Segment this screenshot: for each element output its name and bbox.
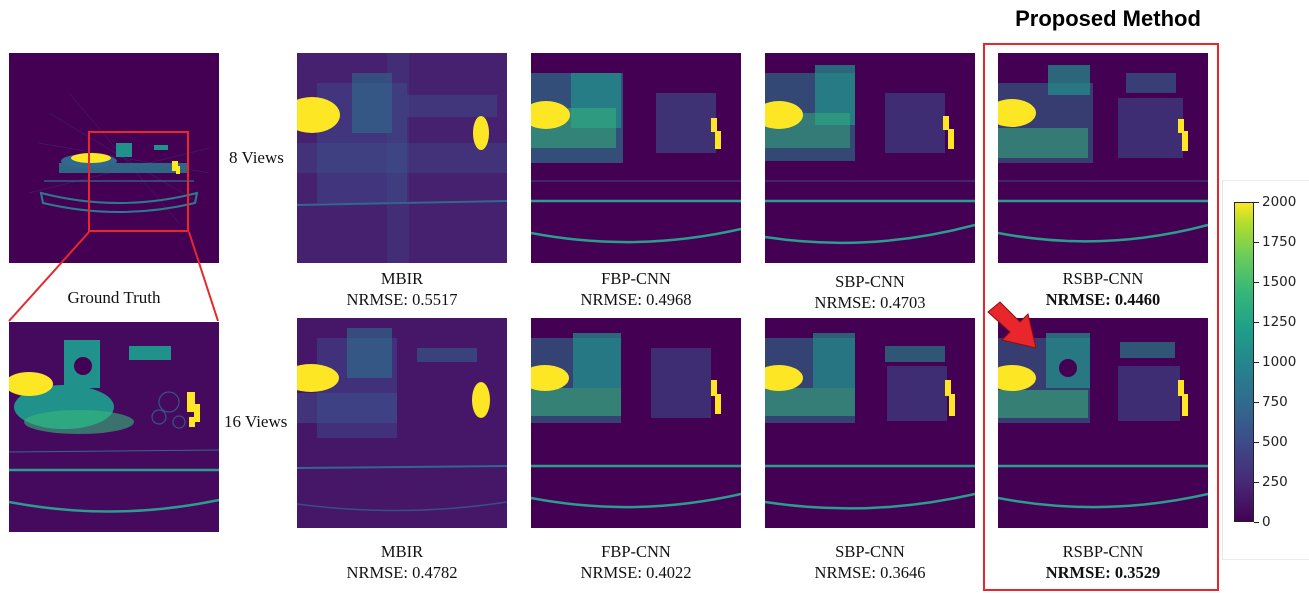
colorbar (1234, 202, 1254, 522)
colorbar-tick-label: 500 (1262, 434, 1288, 450)
mbir-16-views-image (297, 318, 507, 528)
method-name: SBP-CNN (835, 272, 905, 291)
caption-mbir-16-views: MBIR NRMSE: 0.4782 (297, 541, 507, 583)
nrmse-value: NRMSE: 0.4782 (346, 563, 458, 582)
colorbar-tick-label: 1000 (1262, 354, 1297, 370)
colorbar-tick-label: 250 (1262, 474, 1288, 490)
colorbar-tick (1254, 442, 1259, 443)
nrmse-value-best: NRMSE: 0.3529 (1045, 563, 1161, 582)
colorbar-tick-label: 0 (1262, 514, 1271, 530)
method-name: FBP-CNN (601, 542, 671, 561)
proposed-method-box (983, 43, 1219, 591)
colorbar-frame (1222, 180, 1309, 560)
fbp-cnn-8-views-image (531, 53, 741, 263)
method-name: MBIR (380, 542, 424, 561)
fbp-cnn-16-views-image (531, 318, 741, 528)
colorbar-tick (1254, 282, 1259, 283)
row-label-16-views: 16 Views (224, 412, 288, 431)
colorbar-tick (1254, 242, 1259, 243)
colorbar-tick (1254, 202, 1259, 203)
caption-fbp-cnn-16-views: FBP-CNN NRMSE: 0.4022 (531, 541, 741, 583)
colorbar-tick-label: 750 (1262, 394, 1288, 410)
method-name: SBP-CNN (835, 542, 905, 561)
ground-truth-zoom-image (9, 322, 219, 532)
method-name: MBIR (380, 269, 424, 288)
colorbar-tick-label: 1750 (1262, 234, 1297, 250)
colorbar-tick (1254, 482, 1259, 483)
nrmse-value: NRMSE: 0.3646 (814, 563, 926, 582)
colorbar-tick (1254, 522, 1259, 523)
zoom-region-box (88, 131, 189, 232)
caption-sbp-cnn-8-views: SBP-CNN NRMSE: 0.4703 (765, 271, 975, 313)
mbir-8-views-image (297, 53, 507, 263)
rsbp-cnn-8-views-image (998, 53, 1208, 263)
sbp-cnn-16-views-image (765, 318, 975, 528)
sbp-cnn-8-views-image (765, 53, 975, 263)
caption-mbir-8-views: MBIR NRMSE: 0.5517 (297, 268, 507, 310)
caption-sbp-cnn-16-views: SBP-CNN NRMSE: 0.3646 (765, 541, 975, 583)
colorbar-tick (1254, 402, 1259, 403)
highlight-arrow-icon (987, 301, 1037, 349)
method-name: RSBP-CNN (1062, 269, 1144, 288)
nrmse-value: NRMSE: 0.4703 (814, 293, 926, 312)
colorbar-tick (1254, 322, 1259, 323)
row-label-8-views: 8 Views (229, 148, 284, 167)
nrmse-value: NRMSE: 0.4022 (580, 563, 692, 582)
colorbar-tick-label: 2000 (1262, 194, 1297, 210)
ground-truth-full-image (9, 53, 219, 263)
proposed-method-title: Proposed Method (1015, 6, 1201, 31)
colorbar-tick-label: 1250 (1262, 314, 1297, 330)
caption-fbp-cnn-8-views: FBP-CNN NRMSE: 0.4968 (531, 268, 741, 310)
nrmse-value: NRMSE: 0.4968 (580, 290, 692, 309)
nrmse-value: NRMSE: 0.5517 (346, 290, 458, 309)
colorbar-tick (1254, 362, 1259, 363)
rsbp-cnn-16-views-image (998, 318, 1208, 528)
zoom-connector-lines (8, 231, 219, 322)
ground-truth-label: Ground Truth (67, 288, 161, 307)
method-name: FBP-CNN (601, 269, 671, 288)
colorbar-tick-label: 1500 (1262, 274, 1297, 290)
method-name: RSBP-CNN (1062, 542, 1144, 561)
caption-rsbp-cnn-16-views: RSBP-CNN NRMSE: 0.3529 (998, 541, 1208, 583)
caption-rsbp-cnn-8-views: RSBP-CNN NRMSE: 0.4460 (998, 268, 1208, 310)
nrmse-value-best: NRMSE: 0.4460 (1045, 290, 1161, 309)
